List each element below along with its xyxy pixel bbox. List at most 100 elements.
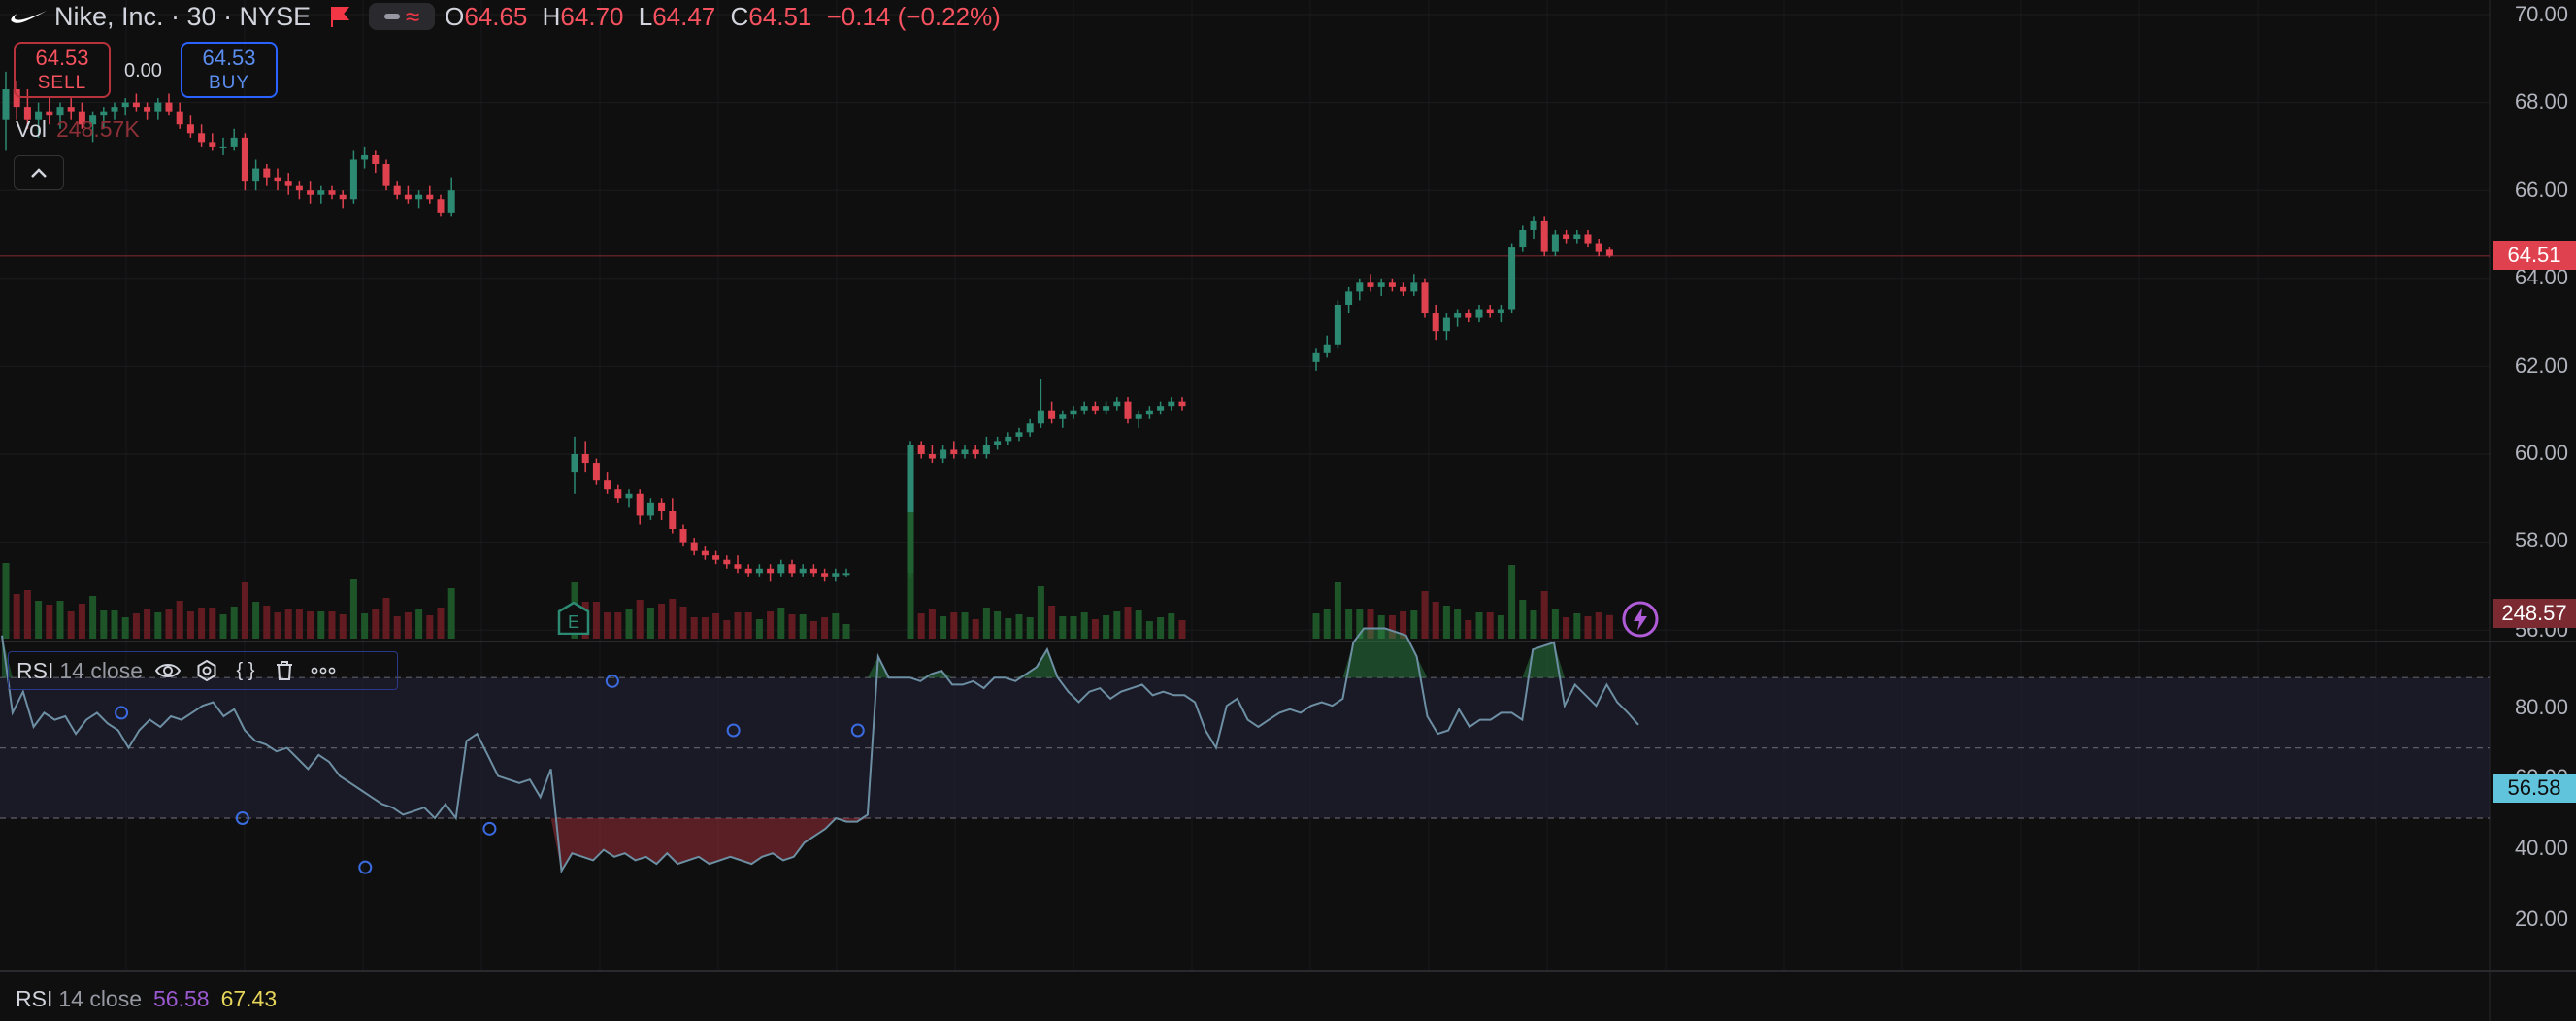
volume-legend[interactable]: Vol 248.57K bbox=[16, 116, 140, 143]
rsi-divergence-marker bbox=[482, 821, 497, 836]
spread-value: 0.00 bbox=[124, 60, 162, 82]
candle-body bbox=[1048, 410, 1056, 419]
rsi-axis-label: 40.00 bbox=[2514, 836, 2568, 860]
price-axis-label: 70.00 bbox=[2514, 2, 2568, 26]
rsi-footer-legend[interactable]: RSI 14 close 56.58 67.43 bbox=[16, 986, 277, 1012]
candle-body bbox=[592, 463, 600, 481]
visibility-toggle[interactable]: ≈ bbox=[369, 2, 436, 31]
candle-body bbox=[799, 568, 807, 574]
candle-body bbox=[241, 137, 248, 182]
candle-body bbox=[1551, 234, 1559, 252]
volume-bar bbox=[1026, 617, 1034, 639]
volume-bar bbox=[1356, 609, 1364, 639]
volume-bar bbox=[1091, 619, 1099, 639]
volume-bar bbox=[961, 612, 969, 639]
candle-body bbox=[1442, 317, 1450, 332]
volume-bar bbox=[734, 612, 742, 639]
volume-bar bbox=[994, 611, 1002, 639]
candle-body bbox=[755, 568, 763, 574]
candle-body bbox=[809, 568, 817, 574]
volume-bar bbox=[1048, 606, 1056, 639]
sell-price: 64.53 bbox=[35, 46, 89, 70]
candle-body bbox=[744, 568, 752, 574]
candle-body bbox=[928, 454, 936, 459]
source-code-icon[interactable]: { } bbox=[236, 659, 255, 681]
volume-bar bbox=[230, 607, 238, 639]
chevron-up-icon bbox=[31, 168, 47, 178]
wave-icon: ≈ bbox=[405, 2, 420, 31]
more-icon[interactable] bbox=[304, 656, 343, 685]
volume-bar bbox=[712, 613, 720, 639]
candle-body bbox=[1400, 286, 1407, 292]
volume-bar bbox=[940, 616, 947, 639]
volume-bar bbox=[339, 614, 347, 639]
volume-bar bbox=[1388, 615, 1396, 639]
candle-body bbox=[252, 168, 260, 182]
volume-bar bbox=[972, 619, 979, 639]
volume-bar bbox=[1584, 616, 1592, 639]
candle-body bbox=[274, 177, 281, 182]
candle-body bbox=[1124, 401, 1132, 419]
volume-bar bbox=[263, 606, 271, 639]
candle-body bbox=[1312, 352, 1320, 362]
candle-body bbox=[1178, 401, 1186, 407]
volume-bar bbox=[809, 621, 817, 639]
candle-body bbox=[13, 89, 20, 108]
volume-bar bbox=[284, 609, 292, 639]
price-axis-label: 58.00 bbox=[2514, 528, 2568, 552]
volume-bar bbox=[625, 609, 633, 639]
volume-bar bbox=[198, 608, 206, 639]
volume-bar bbox=[658, 604, 666, 639]
candle-body bbox=[1454, 313, 1462, 318]
candle-body bbox=[1026, 423, 1034, 433]
trash-icon[interactable] bbox=[265, 656, 304, 685]
volume-bar bbox=[646, 608, 654, 639]
candle-body bbox=[1573, 234, 1581, 240]
candle-body bbox=[186, 124, 194, 134]
volume-bar bbox=[13, 594, 20, 639]
volume-bar bbox=[832, 613, 840, 639]
volume-bar bbox=[393, 616, 401, 639]
volume-bar bbox=[1015, 614, 1023, 639]
last-price-tag: 64.51 bbox=[2493, 241, 2576, 270]
settings-icon[interactable] bbox=[187, 656, 226, 685]
volume-bar bbox=[669, 599, 677, 639]
candle-body bbox=[788, 564, 796, 574]
candle-body bbox=[1015, 432, 1023, 437]
volume-bar bbox=[744, 612, 752, 639]
candle-body bbox=[100, 111, 108, 116]
volume-value: 248.57K bbox=[55, 116, 140, 142]
candle-body bbox=[994, 441, 1002, 445]
sell-button[interactable]: 64.53 SELL bbox=[14, 42, 111, 98]
volume-bar bbox=[1508, 565, 1516, 639]
candle-body bbox=[777, 564, 785, 574]
volume-bar bbox=[426, 615, 434, 639]
candle-body bbox=[1037, 410, 1044, 424]
earnings-marker-icon[interactable]: E bbox=[557, 602, 590, 635]
candle-body bbox=[132, 102, 140, 108]
volume-bar bbox=[1497, 615, 1504, 639]
candle-body bbox=[1356, 282, 1364, 292]
eye-icon[interactable] bbox=[149, 656, 187, 685]
volume-bar bbox=[46, 605, 53, 639]
rsi-indicator-legend[interactable]: RSI 14 close { } bbox=[8, 651, 398, 690]
candle-body bbox=[982, 445, 990, 454]
volume-bar bbox=[1551, 609, 1559, 639]
flag-icon[interactable] bbox=[330, 6, 350, 27]
collapse-legend-button[interactable] bbox=[14, 155, 64, 190]
volume-bar bbox=[723, 620, 731, 639]
candle-body bbox=[1595, 243, 1602, 252]
candle-body bbox=[1059, 414, 1067, 419]
rsi-params: 14 close bbox=[59, 657, 144, 683]
buy-button[interactable]: 64.53 BUY bbox=[181, 42, 278, 98]
volume-bar bbox=[1135, 610, 1142, 639]
volume-bar bbox=[1530, 610, 1537, 639]
candle-body bbox=[1334, 304, 1341, 345]
volume-bar bbox=[777, 608, 785, 639]
lightning-icon[interactable] bbox=[1621, 600, 1660, 639]
volume-bar bbox=[404, 612, 412, 639]
volume-bar bbox=[1168, 613, 1175, 639]
symbol-title[interactable]: Nike, Inc. · 30 · NYSE bbox=[54, 1, 312, 31]
ohlc-high-value: 64.70 bbox=[560, 1, 624, 31]
